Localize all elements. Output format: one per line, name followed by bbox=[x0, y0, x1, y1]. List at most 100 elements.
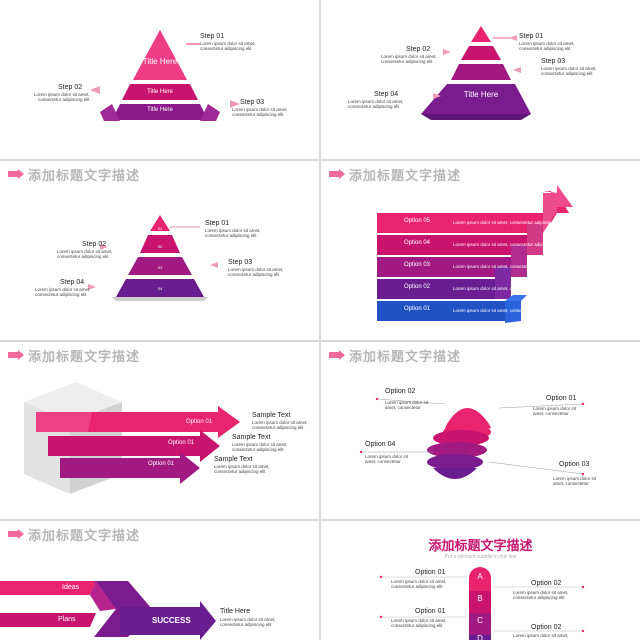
step-label: Step 03 bbox=[240, 99, 265, 106]
option-label: Option 02 bbox=[404, 284, 431, 290]
item-label: Ideas bbox=[62, 584, 80, 591]
success-label: SUCCESS bbox=[152, 616, 191, 625]
pyramid-base-title: Title Here bbox=[463, 90, 499, 99]
slide-success-arrow[interactable]: 添加标题文字描述 Ideas Plans SUCCESS Title Here … bbox=[0, 521, 319, 640]
slide-header: 添加标题文字描述 bbox=[329, 346, 461, 364]
header-title: 添加标题文字描述 bbox=[28, 527, 141, 543]
pyramid-graphic bbox=[421, 26, 531, 120]
pyramid-graphic bbox=[88, 215, 218, 301]
cube-arrows-graphic bbox=[24, 382, 240, 494]
option-label: Option 01 bbox=[148, 461, 175, 467]
header-arrow-icon bbox=[8, 350, 24, 360]
step-label: Step 02 bbox=[82, 241, 107, 248]
success-arrow-graphic bbox=[0, 581, 216, 640]
option-label: Option 05 bbox=[404, 218, 431, 224]
header-title: 添加标题文字描述 bbox=[349, 167, 462, 183]
sample-desc: Lorem ipsum dolor sit amet, consectetur a… bbox=[232, 442, 288, 452]
step-desc: Lorem ipsum dolor sit amet, consectetur a… bbox=[228, 267, 284, 277]
slide-header: 添加标题文字描述 bbox=[8, 525, 140, 543]
step-desc: Lorem ipsum dolor sit amet, consectetur a… bbox=[34, 92, 90, 102]
step-label: Step 04 bbox=[374, 91, 399, 98]
option-label: Option 02 bbox=[385, 388, 416, 395]
letter-badge: B bbox=[477, 594, 483, 603]
step-desc: Lorem ipsum dolor sit amet, consectetur a… bbox=[200, 41, 256, 51]
option-desc: Lorem ipsum dolor sit amet, consectetur a… bbox=[513, 590, 569, 600]
option-label: Option 03 bbox=[559, 461, 590, 468]
option-label: Option 01 bbox=[415, 569, 446, 576]
tier-label: 02 bbox=[157, 244, 163, 249]
pyramid-bottom-title: Title Here bbox=[147, 107, 173, 113]
option-label: Option 04 bbox=[365, 441, 396, 448]
option-label: Option 03 bbox=[404, 262, 431, 268]
sample-title: Sample Text bbox=[214, 456, 253, 463]
step-label: Step 01 bbox=[205, 220, 230, 227]
tier-label: 03 bbox=[157, 265, 163, 270]
pyramid-graphic bbox=[90, 30, 240, 121]
slide-header: 添加标题文字描述 bbox=[8, 346, 140, 364]
step-label: Step 03 bbox=[541, 58, 566, 65]
option-label: Option 01 bbox=[186, 419, 213, 425]
slide-header: 添加标题文字描述 bbox=[329, 165, 461, 183]
slide-pyramid-3-tier[interactable]: Title Here Title Here Title Here Step 01… bbox=[0, 0, 319, 159]
step-desc: Lorem ipsum dolor sit amet, consectetur a… bbox=[205, 228, 261, 238]
sphere-graphic bbox=[359, 397, 585, 479]
option-desc: Lorem ipsum dolor sit amet, consectetur bbox=[365, 454, 409, 464]
header-arrow-icon bbox=[329, 169, 345, 179]
staircase-graphic bbox=[377, 185, 573, 323]
option-desc: Lorem ipsum dolor sit amet, consectetur … bbox=[453, 242, 562, 247]
header-arrow-icon bbox=[8, 169, 24, 179]
option-label: Option 01 bbox=[168, 440, 195, 446]
pyramid-mid-title: Title Here bbox=[147, 89, 173, 95]
slide-pyramid-4-tier[interactable]: Title Here Step 01 Lorem ipsum dolor sit… bbox=[321, 0, 640, 159]
tier-label: 01 bbox=[157, 226, 163, 231]
sample-desc: Lorem ipsum dolor sit amet, consectetur a… bbox=[214, 464, 270, 474]
slide-staircase-options[interactable]: 添加标题文字描述 Option 05 Lorem ipsum dolor sit… bbox=[321, 161, 640, 340]
slide-subtitle: Put a relevant subtitle in this line bbox=[444, 554, 517, 560]
letter-column-graphic bbox=[379, 567, 585, 640]
step-desc: Lorem ipsum dolor sit amet, consectetur a… bbox=[519, 41, 575, 51]
tier-label: 04 bbox=[157, 286, 163, 291]
option-label: Option 04 bbox=[404, 240, 431, 246]
option-desc: Lorem ipsum dolor sit amet, consectetur … bbox=[453, 220, 562, 225]
option-desc: Lorem ipsum dolor sit amet, consectetur a… bbox=[391, 618, 447, 628]
header-title: 添加标题文字描述 bbox=[349, 348, 462, 364]
slide-pyramid-steps[interactable]: 添加标题文字描述 01 02 03 04 Step 01 Lorem ipsum… bbox=[0, 161, 319, 340]
sample-desc: Lorem ipsum dolor sit amet, consectetur a… bbox=[252, 420, 308, 430]
slide-sphere-options[interactable]: 添加标题文字描述 Option 02 Lorem ipsum dolor sit… bbox=[321, 342, 640, 519]
option-desc: Lorem ipsum dolor sit amet, consectetur bbox=[553, 476, 597, 486]
sample-title: Sample Text bbox=[232, 434, 271, 441]
header-title: 添加标题文字描述 bbox=[28, 348, 141, 364]
step-desc: Lorem ipsum dolor sit amet, consectetur a… bbox=[348, 99, 404, 109]
pyramid-top-title: Title Here bbox=[142, 57, 178, 66]
letter-badge: A bbox=[477, 572, 483, 581]
slide-cube-arrows[interactable]: 添加标题文字描述 Option 01 Option 01 Option 01 S… bbox=[0, 342, 319, 519]
step-desc: Lorem ipsum dolor sit amet, consectetur a… bbox=[57, 249, 113, 259]
option-desc: Lorem ipsum dolor sit amet, consectetur … bbox=[453, 264, 562, 269]
option-label: Option 02 bbox=[531, 580, 562, 587]
sample-title: Sample Text bbox=[252, 412, 291, 419]
option-desc: Lorem ipsum dolor sit amet, consectetur a… bbox=[391, 579, 447, 589]
step-desc: Lorem ipsum dolor sit amet, consectetur a… bbox=[381, 54, 437, 64]
slide-header: 添加标题文字描述 bbox=[8, 165, 140, 183]
option-desc: Lorem ipsum dolor sit amet, bbox=[513, 633, 569, 638]
item-label: Plans bbox=[58, 616, 76, 623]
step-label: Step 03 bbox=[228, 259, 253, 266]
title-label: Title Here bbox=[220, 608, 251, 615]
option-label: Option 01 bbox=[415, 608, 446, 615]
title-desc: Lorem ipsum dolor sit amet, consectetur a… bbox=[220, 617, 276, 627]
option-desc: Lorem ipsum dolor sit amet, consectetur bbox=[385, 400, 429, 410]
step-label: Step 04 bbox=[60, 279, 85, 286]
header-arrow-icon bbox=[329, 350, 345, 360]
slide-letter-column[interactable]: 添加标题文字描述 Put a relevant subtitle in this… bbox=[321, 521, 640, 640]
step-label: Step 01 bbox=[519, 33, 544, 40]
header-title: 添加标题文字描述 bbox=[28, 167, 141, 183]
step-label: Step 02 bbox=[58, 84, 83, 91]
option-desc: Lorem ipsum dolor sit amet, consectetur bbox=[533, 406, 577, 416]
option-desc: Lorem ipsum dolor sit amet, consectetur … bbox=[453, 286, 562, 291]
step-desc: Lorem ipsum dolor sit amet, consectetur a… bbox=[232, 107, 288, 117]
letter-badge: C bbox=[477, 616, 483, 625]
option-desc: Lorem ipsum dolor sit amet, consectetur … bbox=[453, 308, 562, 313]
letter-badge: D bbox=[477, 634, 483, 640]
step-desc: Lorem ipsum dolor sit amet, consectetur a… bbox=[541, 66, 597, 76]
option-label: Option 01 bbox=[404, 306, 431, 312]
